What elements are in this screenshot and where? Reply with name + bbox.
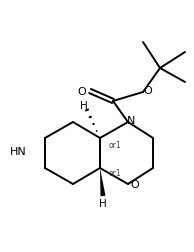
Text: HN: HN [10, 147, 26, 157]
Text: O: O [78, 87, 86, 97]
Text: or1: or1 [109, 169, 121, 177]
Text: N: N [127, 116, 135, 126]
Text: or1: or1 [109, 141, 121, 149]
Text: H: H [99, 199, 107, 209]
Polygon shape [100, 168, 106, 196]
Text: O: O [144, 86, 152, 96]
Text: H: H [80, 101, 88, 111]
Text: O: O [131, 180, 139, 190]
